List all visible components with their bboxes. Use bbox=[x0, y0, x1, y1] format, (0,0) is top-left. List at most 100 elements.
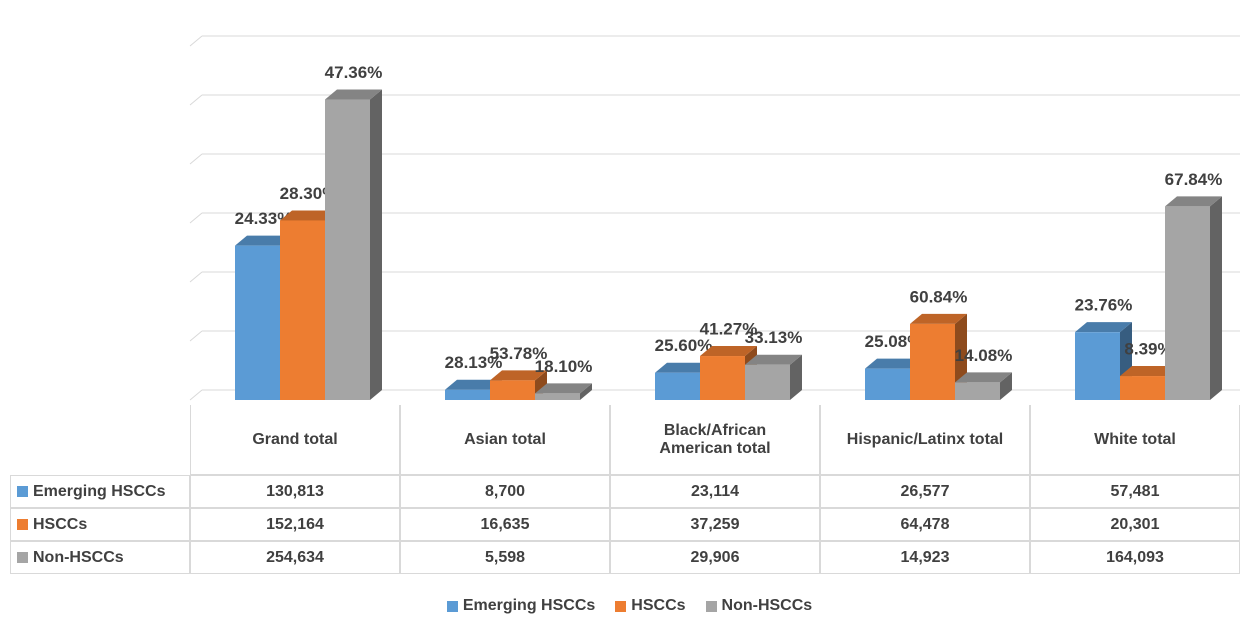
table-value-text: 20,301 bbox=[1110, 515, 1160, 533]
table-value-text: 37,259 bbox=[690, 515, 740, 533]
data-label: 14.08% bbox=[955, 346, 1013, 365]
bar-top bbox=[325, 89, 382, 100]
bar bbox=[1165, 206, 1210, 400]
bar-top bbox=[235, 235, 292, 246]
bar-side bbox=[370, 89, 382, 400]
data-label: 25.60% bbox=[655, 336, 713, 355]
bar-side bbox=[580, 383, 592, 400]
legend-label: Non-HSCCs bbox=[721, 597, 813, 614]
bar-top bbox=[490, 370, 547, 381]
bar-top bbox=[1075, 322, 1132, 333]
table-value-text: 152,164 bbox=[266, 515, 324, 533]
data-label: 8.39% bbox=[1124, 340, 1172, 359]
category-header-text: White total bbox=[1094, 430, 1176, 448]
data-label: 28.13% bbox=[445, 353, 503, 372]
data-label: 23.76% bbox=[1075, 296, 1133, 315]
grid-side bbox=[189, 153, 203, 165]
category-header-text: Hispanic/Latinx total bbox=[846, 430, 1004, 448]
table-value-text: 130,813 bbox=[266, 482, 324, 500]
table-value: 14,923 bbox=[820, 541, 1030, 574]
table-value-text: 14,923 bbox=[900, 548, 950, 566]
table-legend: HSCCs bbox=[10, 508, 190, 541]
bar-top bbox=[1120, 366, 1177, 377]
table-value: 37,259 bbox=[610, 508, 820, 541]
table-value-text: 23,114 bbox=[690, 482, 740, 500]
bar bbox=[445, 389, 490, 400]
bar-top bbox=[910, 313, 967, 324]
grid-side bbox=[189, 212, 203, 224]
table-value: 26,577 bbox=[820, 475, 1030, 508]
data-label: 60.84% bbox=[910, 287, 968, 306]
table-value: 23,114 bbox=[610, 475, 820, 508]
legend: Emerging HSCCs HSCCs Non-HSCCs bbox=[0, 597, 1259, 615]
data-label: 67.84% bbox=[1165, 170, 1223, 189]
category-header-text: Grand total bbox=[252, 430, 338, 448]
table-value: 152,164 bbox=[190, 508, 400, 541]
legend-entry: Non-HSCCs bbox=[705, 597, 813, 615]
data-label: 28.30% bbox=[280, 184, 338, 203]
bar-top bbox=[535, 383, 592, 394]
bar-top bbox=[745, 354, 802, 365]
table-value: 64,478 bbox=[820, 508, 1030, 541]
data-label: 33.13% bbox=[745, 328, 803, 347]
bar bbox=[700, 356, 745, 400]
grid-side bbox=[189, 94, 203, 106]
table-legend: Emerging HSCCs bbox=[10, 475, 190, 508]
table-value: 57,481 bbox=[1030, 475, 1240, 508]
bar-top bbox=[700, 346, 757, 357]
legend-label: Emerging HSCCs bbox=[462, 597, 596, 614]
category-header: Black/African American total bbox=[610, 405, 820, 475]
series-name: HSCCs bbox=[33, 515, 88, 533]
grid-side bbox=[189, 389, 203, 401]
table-value-text: 5,598 bbox=[484, 548, 526, 566]
series-name: Emerging HSCCs bbox=[33, 482, 166, 500]
grid-side bbox=[189, 271, 203, 283]
data-label: 25.08% bbox=[865, 332, 923, 351]
legend-swatch bbox=[17, 486, 28, 497]
legend-entry: Emerging HSCCs bbox=[446, 597, 596, 615]
legend-entry: HSCCs bbox=[615, 597, 686, 615]
series-name: Non-HSCCs bbox=[33, 548, 124, 566]
table-value-text: 57,481 bbox=[1110, 482, 1160, 500]
bar-top bbox=[445, 379, 502, 390]
bar-top bbox=[655, 362, 712, 373]
table-value-text: 29,906 bbox=[690, 548, 740, 566]
grid-side bbox=[189, 35, 203, 47]
bar-side bbox=[1000, 372, 1012, 400]
legend-swatch bbox=[17, 519, 28, 530]
bar-top bbox=[1165, 196, 1222, 207]
table-value-text: 16,635 bbox=[480, 515, 530, 533]
category-header-text: Black/African American total bbox=[659, 421, 771, 457]
bar bbox=[535, 393, 580, 400]
table-value-text: 64,478 bbox=[900, 515, 950, 533]
table-value: 16,635 bbox=[400, 508, 610, 541]
category-header: Asian total bbox=[400, 405, 610, 475]
table-value-text: 8,700 bbox=[484, 482, 526, 500]
table-value: 130,813 bbox=[190, 475, 400, 508]
table-value: 20,301 bbox=[1030, 508, 1240, 541]
legend-swatch bbox=[17, 552, 28, 563]
bar bbox=[1075, 332, 1120, 400]
bar-top bbox=[280, 210, 337, 221]
data-label: 41.27% bbox=[700, 320, 758, 339]
data-label: 53.78% bbox=[490, 344, 548, 363]
bar-side bbox=[1210, 196, 1222, 400]
bar-top bbox=[955, 372, 1012, 383]
bar bbox=[490, 380, 535, 400]
legend-label: HSCCs bbox=[631, 597, 686, 614]
data-label: 24.33% bbox=[235, 209, 293, 228]
table-value: 29,906 bbox=[610, 541, 820, 574]
data-label: 47.36% bbox=[325, 63, 383, 82]
bar bbox=[745, 364, 790, 400]
table-value-text: 254,634 bbox=[266, 548, 324, 566]
table-value: 5,598 bbox=[400, 541, 610, 574]
category-header: Hispanic/Latinx total bbox=[820, 405, 1030, 475]
grid-side bbox=[189, 330, 203, 342]
category-header: Grand total bbox=[190, 405, 400, 475]
bar-top bbox=[865, 358, 922, 369]
category-header-text: Asian total bbox=[464, 430, 546, 448]
legend-swatch bbox=[446, 600, 458, 612]
legend-swatch bbox=[615, 600, 627, 612]
